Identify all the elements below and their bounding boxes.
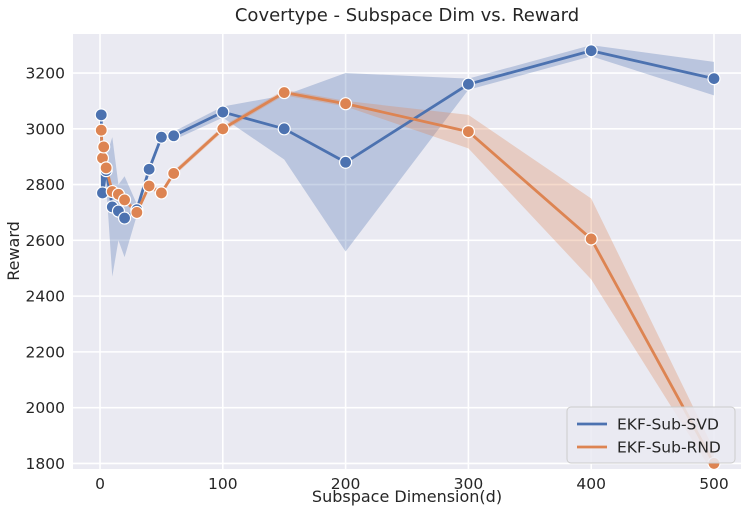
data-point (277, 122, 291, 136)
data-point (216, 122, 230, 136)
data-point (154, 186, 169, 200)
x-tick-label: 100 (208, 475, 238, 493)
y-tick-label: 2200 (26, 343, 65, 361)
y-tick-label: 2600 (26, 232, 65, 250)
legend-entry: EKF-Sub-RND (617, 439, 721, 457)
legend-box (566, 406, 736, 464)
data-point (142, 179, 156, 193)
y-tick-label: 1800 (26, 455, 65, 473)
y-tick-label: 3000 (26, 120, 65, 138)
tick-labels: 0 100 200 300 400 500 1800 2000 2200 2400 2600 2800… (26, 65, 729, 493)
data-point (94, 123, 108, 137)
data-point (117, 193, 132, 207)
legend: EKF-Sub-SVD EKF-Sub-RND (566, 406, 736, 464)
legend-entry: EKF-Sub-SVD (617, 416, 719, 434)
y-tick-label: 2800 (26, 176, 65, 194)
data-point (339, 97, 353, 111)
x-tick-label: 200 (331, 475, 361, 493)
y-tick-label: 2000 (26, 399, 65, 417)
confidence-bands (101, 45, 714, 469)
data-point (339, 155, 353, 169)
y-tick-label: 2400 (26, 288, 65, 306)
data-point (94, 108, 108, 122)
data-point (584, 232, 598, 246)
plot-background (73, 34, 741, 469)
data-point (461, 77, 475, 91)
confidence-band-1 (101, 89, 714, 469)
data-point (142, 162, 156, 176)
data-point (584, 44, 598, 58)
data-point (216, 105, 230, 119)
data-point (97, 140, 111, 154)
confidence-band-0 (101, 45, 714, 277)
data-point (117, 211, 132, 225)
data-point (99, 161, 113, 175)
x-tick-label: 400 (576, 475, 606, 493)
data-point (707, 72, 721, 86)
x-axis-label: Subspace Dimension(d) (312, 487, 502, 506)
x-tick-label: 500 (699, 475, 729, 493)
data-point (277, 85, 291, 100)
data-point (167, 166, 181, 181)
data-point (130, 205, 144, 220)
x-tick-label: 300 (454, 475, 484, 493)
chart-title: Covertype - Subspace Dim vs. Reward (235, 5, 579, 26)
series-markers (94, 44, 721, 471)
data-point (461, 124, 475, 139)
y-axis-label: Reward (4, 221, 23, 281)
x-tick-label: 0 (95, 475, 105, 493)
data-point (154, 130, 169, 144)
y-tick-label: 3200 (26, 65, 65, 83)
data-point (167, 129, 181, 143)
